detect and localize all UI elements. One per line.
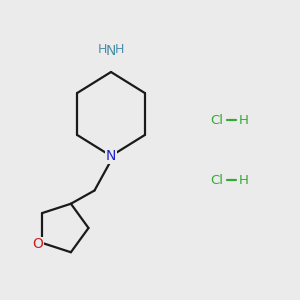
Text: H: H xyxy=(115,43,124,56)
Text: N: N xyxy=(106,149,116,163)
Text: H: H xyxy=(98,43,107,56)
Text: Cl: Cl xyxy=(210,113,223,127)
Text: N: N xyxy=(106,44,116,58)
Text: O: O xyxy=(32,238,43,251)
Text: H: H xyxy=(239,173,249,187)
Text: H: H xyxy=(239,113,249,127)
Text: Cl: Cl xyxy=(210,173,223,187)
